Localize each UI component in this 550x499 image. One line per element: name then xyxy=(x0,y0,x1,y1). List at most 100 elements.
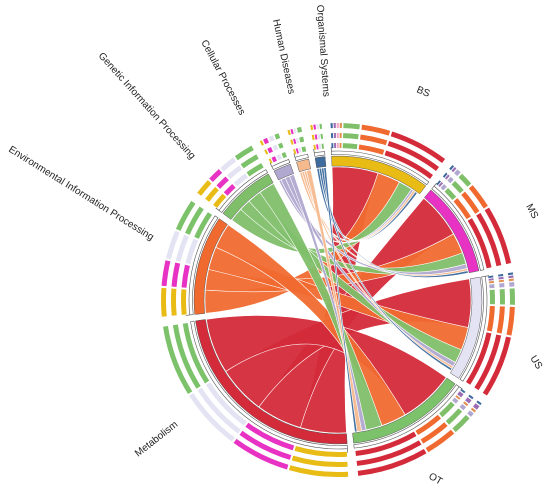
stack-seg-os-r1-3 xyxy=(320,133,324,139)
stack-seg-cp-r0-3 xyxy=(281,152,287,159)
sector-label-human-diseases: Human Diseases xyxy=(270,18,297,95)
stack-seg-ot-r2-3 xyxy=(467,410,474,417)
stack-seg-eip-r0-1 xyxy=(181,264,190,288)
stack-seg-ms-r0-3 xyxy=(444,188,457,200)
stack-seg-ot-r0-5 xyxy=(415,414,442,436)
stack-seg-bs-r2-1 xyxy=(333,123,336,129)
stack-seg-us-r0-5 xyxy=(486,305,495,332)
stack-seg-cp-r1-1 xyxy=(267,147,273,154)
outer-stack-layer xyxy=(161,122,515,478)
stack-seg-ot-r0-3 xyxy=(452,397,459,404)
stack-seg-bs-r2-6 xyxy=(390,131,446,164)
stack-seg-ms-r0-4 xyxy=(453,198,471,220)
stack-seg-bs-r0-3 xyxy=(339,143,342,149)
sector-label-cellular-processes: Cellular Processes xyxy=(198,38,247,117)
stack-seg-gip-r0-1 xyxy=(223,183,236,196)
stack-seg-metabolism-r1-3 xyxy=(172,324,201,389)
stack-seg-us-r2-6 xyxy=(482,336,511,396)
stack-seg-ot-r2-6 xyxy=(357,449,427,476)
stack-seg-ot-r1-2 xyxy=(463,401,469,407)
stack-seg-os-r1-0 xyxy=(311,134,315,140)
stack-seg-os-r0-2 xyxy=(318,143,322,150)
ribbon-eip-ot xyxy=(215,224,406,426)
stack-seg-gip-r1-1 xyxy=(216,176,229,189)
stack-seg-hd-r1-0 xyxy=(290,139,294,145)
stack-seg-bs-r2-4 xyxy=(343,123,360,130)
stack-seg-bs-r0-0 xyxy=(331,143,334,149)
stack-seg-ms-r1-5 xyxy=(476,212,502,267)
sector-track-eip xyxy=(188,215,219,316)
stack-seg-eip-r0-3 xyxy=(194,212,213,239)
sector-tick-hd xyxy=(293,153,296,158)
stack-seg-ot-r0-0 xyxy=(460,388,466,394)
stack-seg-gip-r2-3 xyxy=(234,145,254,161)
stack-seg-bs-r2-2 xyxy=(336,122,339,128)
stack-seg-ot-r0-4 xyxy=(439,401,455,418)
sector-arc-bs xyxy=(331,155,427,195)
stack-seg-eip-r1-0 xyxy=(170,288,177,316)
stack-seg-us-r1-6 xyxy=(474,334,502,391)
stack-seg-cp-r2-0 xyxy=(259,140,264,146)
stack-seg-hd-r1-1 xyxy=(293,138,297,144)
sector-track-gip xyxy=(218,169,268,213)
stack-seg-ot-r2-5 xyxy=(425,429,455,453)
sector-label-environmental-information-processing: Environmental Information Processing xyxy=(6,144,155,243)
stack-seg-hd-r0-0 xyxy=(293,149,297,155)
stack-seg-metabolism-r0-1 xyxy=(245,422,295,451)
stack-seg-bs-r2-0 xyxy=(330,123,333,129)
sector-track-ot xyxy=(353,384,460,449)
sector-arc-layer xyxy=(185,147,490,453)
stack-seg-ms-r1-0 xyxy=(442,172,448,178)
stack-seg-bs-r0-2 xyxy=(336,142,339,148)
sector-track-metabolism xyxy=(190,320,348,450)
sector-track-cp xyxy=(271,159,291,171)
sector-label-organismal-systems: Organismal Systems xyxy=(314,4,331,97)
stack-seg-bs-r2-5 xyxy=(361,124,391,136)
sector-track-hd xyxy=(294,153,309,162)
stack-seg-us-r1-2 xyxy=(498,279,504,283)
stack-seg-ot-r1-1 xyxy=(465,397,472,404)
stack-seg-ot-r2-2 xyxy=(470,407,477,413)
stack-seg-cp-r1-3 xyxy=(278,142,284,149)
stack-seg-hd-r2-3 xyxy=(296,126,303,133)
sector-tick-ot xyxy=(458,386,463,390)
stack-seg-hd-r2-2 xyxy=(293,128,297,134)
stack-seg-ot-r1-5 xyxy=(420,422,448,444)
stack-seg-bs-r0-1 xyxy=(334,143,337,149)
stack-seg-bs-r1-1 xyxy=(333,133,336,139)
stack-seg-gip-r0-3 xyxy=(246,163,264,177)
stack-seg-ms-r0-2 xyxy=(440,184,447,191)
stack-seg-bs-r2-3 xyxy=(339,123,342,129)
stack-seg-us-r1-3 xyxy=(499,283,505,288)
stack-seg-bs-r0-4 xyxy=(342,143,358,150)
sector-track-bs xyxy=(330,150,430,186)
stack-seg-os-r0-0 xyxy=(313,144,317,150)
sector-arc-os xyxy=(314,156,327,168)
stack-seg-us-r0-4 xyxy=(489,289,495,305)
stack-seg-metabolism-r2-0 xyxy=(288,465,349,478)
stack-seg-cp-r2-1 xyxy=(263,137,269,145)
stack-seg-gip-r1-0 xyxy=(205,186,219,202)
stack-seg-bs-r0-6 xyxy=(384,150,433,179)
stack-seg-gip-r1-2 xyxy=(227,165,243,179)
stack-seg-ms-r2-1 xyxy=(451,167,457,173)
stack-seg-ms-r2-0 xyxy=(449,165,455,171)
stack-seg-cp-r1-0 xyxy=(264,149,269,155)
stack-seg-eip-r1-2 xyxy=(175,234,189,262)
stack-seg-hd-r1-2 xyxy=(295,137,300,144)
stack-seg-ms-r2-5 xyxy=(484,207,512,265)
stack-seg-os-r0-3 xyxy=(321,143,324,149)
sector-arc-gip xyxy=(222,173,274,220)
stack-seg-metabolism-r2-3 xyxy=(163,325,193,395)
stack-seg-os-r1-1 xyxy=(314,134,318,140)
stack-seg-ot-r1-0 xyxy=(468,394,474,400)
stack-seg-metabolism-r0-3 xyxy=(182,322,210,384)
stack-seg-gip-r2-2 xyxy=(220,157,237,172)
stack-seg-metabolism-r0-0 xyxy=(294,446,348,458)
stack-seg-metabolism-r1-2 xyxy=(197,387,241,434)
sector-label-metabolism: Metabolism xyxy=(133,419,180,459)
sector-label-genetic-information-processing: Genetic Information Processing xyxy=(96,51,198,162)
sector-arc-hd xyxy=(296,158,312,173)
stack-seg-ms-r0-1 xyxy=(438,182,444,188)
